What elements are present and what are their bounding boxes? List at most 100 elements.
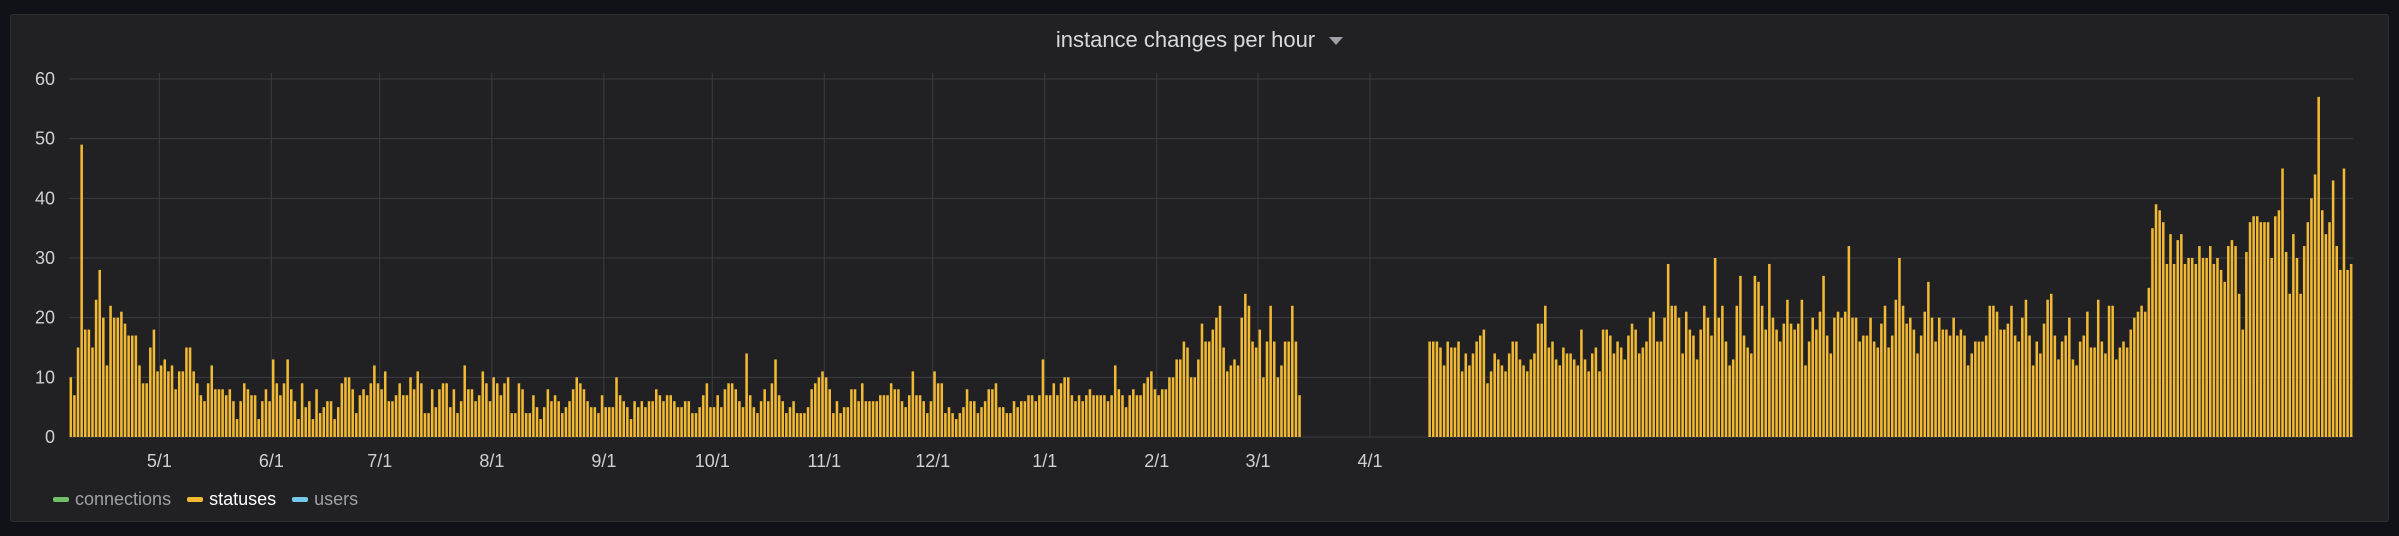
bar xyxy=(907,395,911,437)
bar xyxy=(120,311,123,437)
bar xyxy=(550,401,553,437)
bar xyxy=(1941,329,1945,437)
bar xyxy=(673,401,676,437)
bar xyxy=(1851,317,1854,437)
bar xyxy=(232,401,235,437)
bar xyxy=(311,419,315,437)
bar xyxy=(694,413,698,437)
bar xyxy=(1254,347,1258,437)
bar xyxy=(1258,329,1262,437)
bar xyxy=(2151,228,2154,437)
bar xyxy=(521,389,524,437)
bar xyxy=(951,413,954,437)
bar xyxy=(2017,341,2020,437)
bar xyxy=(2010,305,2013,437)
bar xyxy=(1215,317,1218,437)
bar xyxy=(1009,413,1012,437)
bar xyxy=(416,371,420,437)
legend-item-connections[interactable]: connections xyxy=(53,489,171,510)
bar xyxy=(1981,341,1984,437)
bar xyxy=(1540,323,1543,437)
bar xyxy=(615,377,618,437)
bar xyxy=(73,395,76,437)
bar xyxy=(217,389,221,437)
legend-label-connections: connections xyxy=(75,489,172,509)
bar xyxy=(1995,311,1999,437)
bar xyxy=(947,407,951,437)
caret-down-icon[interactable] xyxy=(1329,37,1344,45)
legend-item-statuses[interactable]: statuses xyxy=(187,489,276,510)
bar xyxy=(929,401,933,437)
bar xyxy=(2104,353,2107,437)
legend-item-users[interactable]: users xyxy=(292,489,358,510)
bar xyxy=(1609,335,1612,437)
bar xyxy=(2118,347,2122,437)
bar xyxy=(879,395,882,437)
bar xyxy=(1207,341,1211,437)
bar-chart[interactable]: 0 10 20 30 40 50 60 5/1 6/1 7/1 8/1 9/1 10/1 11/1 12/… xyxy=(11,15,2390,485)
bar xyxy=(1901,305,1905,437)
bar xyxy=(853,389,857,437)
bar xyxy=(1493,353,1496,437)
bar xyxy=(1121,395,1124,437)
bar xyxy=(1504,371,1507,437)
bar xyxy=(1197,359,1200,437)
x-tick-label: 11/1 xyxy=(807,451,841,471)
bar xyxy=(1937,317,1941,437)
bar xyxy=(806,407,810,437)
bar xyxy=(1482,329,1486,437)
bar xyxy=(709,407,712,437)
bar xyxy=(1244,293,1247,437)
bar xyxy=(322,407,326,437)
bar xyxy=(734,389,738,437)
bar xyxy=(2078,341,2082,437)
bar xyxy=(1804,365,1807,437)
bar xyxy=(300,383,304,437)
bar xyxy=(698,407,701,437)
bar xyxy=(1894,299,1898,437)
x-axis: 5/1 6/1 7/1 8/1 9/1 10/1 11/1 12/1 1/1 2/1 3/1 4/1 xyxy=(147,451,1383,471)
bar xyxy=(2263,222,2266,437)
bar xyxy=(1460,371,1464,437)
bar xyxy=(1735,305,1739,437)
bar xyxy=(2241,329,2245,437)
bar xyxy=(1829,353,1833,437)
bar xyxy=(1529,359,1533,437)
bar xyxy=(871,401,875,437)
bar xyxy=(748,395,752,437)
bar xyxy=(1721,305,1724,437)
bar xyxy=(1486,383,1489,437)
bar xyxy=(1728,365,1731,437)
bar xyxy=(449,407,452,437)
bar xyxy=(1298,395,1301,437)
bar xyxy=(539,419,542,437)
bar xyxy=(2129,329,2133,437)
bar xyxy=(409,377,412,437)
bar xyxy=(2180,234,2183,437)
bar xyxy=(391,401,394,437)
bar xyxy=(1157,395,1160,437)
bar xyxy=(503,383,506,437)
bar xyxy=(1150,371,1153,437)
bar xyxy=(644,407,647,437)
bar xyxy=(2002,329,2006,437)
bar xyxy=(2187,258,2190,437)
bar xyxy=(2107,305,2111,437)
bar xyxy=(297,419,300,437)
bar xyxy=(1641,347,1645,437)
bar xyxy=(1175,359,1178,437)
bar xyxy=(1659,341,1663,437)
bar xyxy=(1431,341,1435,437)
bar xyxy=(430,389,434,437)
bar xyxy=(1674,305,1677,437)
bar xyxy=(1085,395,1088,437)
bar xyxy=(127,335,130,437)
y-tick-label: 60 xyxy=(35,69,55,89)
bar xyxy=(524,413,528,437)
panel-title-menu[interactable]: instance changes per hour xyxy=(1056,27,1344,53)
bar xyxy=(1247,305,1251,437)
bar xyxy=(647,401,651,437)
bar xyxy=(340,383,344,437)
bar xyxy=(788,407,792,437)
bar xyxy=(568,401,571,437)
